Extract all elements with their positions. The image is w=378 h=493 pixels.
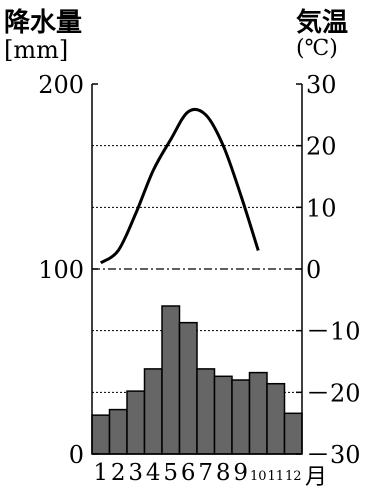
month-label: 8 xyxy=(216,460,231,486)
right-axis-unit: (℃) xyxy=(296,36,338,61)
right-tick-label: －30 xyxy=(306,441,361,469)
precip-bar xyxy=(91,414,111,455)
precip-bar xyxy=(143,368,163,455)
month-label: 10 xyxy=(250,469,267,484)
left-axis-title: 降水量 xyxy=(4,8,83,38)
right-tick-label: 30 xyxy=(306,71,337,99)
month-label: 7 xyxy=(198,460,213,486)
month-label: 12 xyxy=(285,469,302,484)
right-tick-label: －20 xyxy=(306,379,361,407)
month-label: 3 xyxy=(128,460,143,486)
month-label: 4 xyxy=(146,460,161,486)
left-tick-label: 200 xyxy=(38,71,84,99)
right-axis-title: 気温 xyxy=(296,8,349,38)
month-label: 11 xyxy=(267,469,284,484)
month-label: 9 xyxy=(233,460,248,486)
precip-bar xyxy=(283,412,303,455)
precip-bar xyxy=(248,371,268,455)
month-label: 5 xyxy=(163,460,178,486)
precip-bar xyxy=(231,379,251,455)
month-label: 2 xyxy=(111,460,126,486)
left-tick-label: 0 xyxy=(69,441,84,469)
left-axis-unit: [mm] xyxy=(4,36,69,64)
precip-bar xyxy=(161,305,181,455)
precip-bar xyxy=(196,368,216,455)
precip-bar xyxy=(213,375,233,455)
right-tick-label: 0 xyxy=(306,256,321,284)
precip-bar xyxy=(108,408,128,455)
precip-bar xyxy=(178,321,198,455)
left-tick-label: 100 xyxy=(38,256,84,284)
precip-bar xyxy=(126,390,146,455)
right-tick-label: －10 xyxy=(306,318,361,346)
month-unit: 月 xyxy=(305,465,327,490)
precip-bar xyxy=(266,382,286,455)
month-label: 1 xyxy=(93,460,108,486)
temperature-line xyxy=(99,107,260,265)
right-tick-label: 10 xyxy=(306,194,337,222)
month-label: 6 xyxy=(181,460,196,486)
right-tick-label: 20 xyxy=(306,133,337,161)
